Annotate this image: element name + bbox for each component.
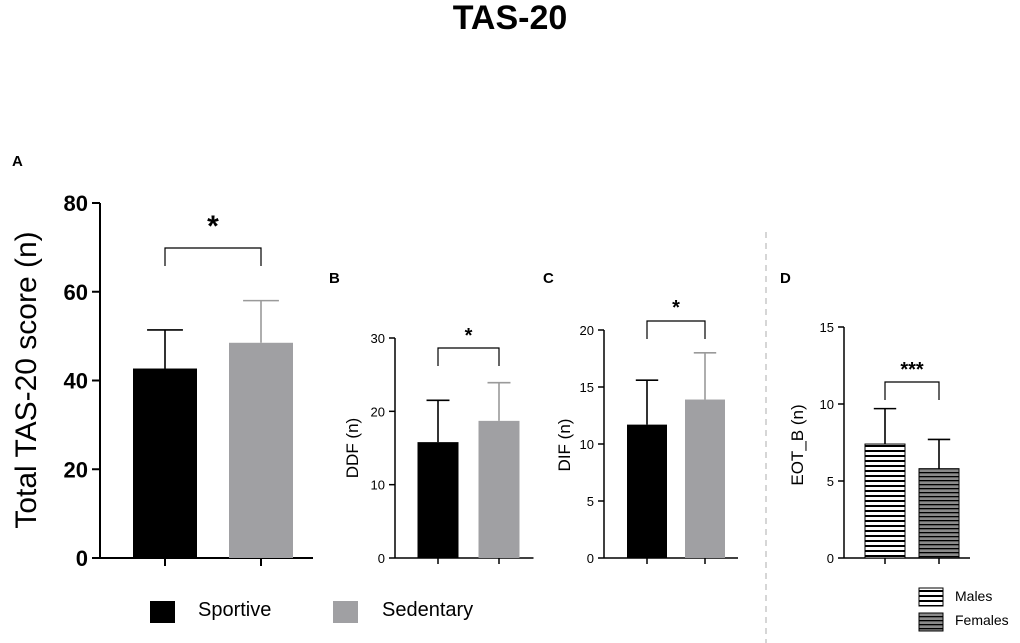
bar-sportive [133, 368, 197, 558]
bar-males [864, 443, 906, 559]
bar-sedentary [229, 342, 293, 558]
y-tick-label: 5 [587, 494, 594, 509]
bar-sportive [627, 424, 667, 558]
y-axis-label: DIF (n) [555, 419, 574, 472]
y-tick-label: 0 [378, 551, 385, 566]
significance-bracket [164, 247, 262, 266]
y-tick-label: 15 [820, 320, 834, 335]
panel-letter: A [12, 153, 23, 170]
y-tick-label: 20 [371, 404, 385, 419]
y-tick-label: 15 [580, 380, 594, 395]
legend-swatch-males [918, 587, 944, 607]
significance-label: *** [900, 359, 924, 381]
y-tick-label: 80 [64, 191, 88, 216]
y-tick-label: 0 [587, 551, 594, 566]
y-tick-label: 0 [76, 546, 88, 571]
y-tick-label: 60 [64, 280, 88, 305]
significance-bracket [437, 347, 500, 366]
chart-panels: A 0 20 40 60 80 Total TAS-20 score (n) * B 0 10 20 3… [10, 153, 970, 571]
y-axis-label: DDF (n) [343, 418, 362, 478]
bar-sedentary [685, 399, 725, 558]
y-tick-label: 10 [580, 437, 594, 452]
legend-abc: Sportive Sedentary [150, 599, 473, 623]
legend-label-sedentary: Sedentary [382, 599, 473, 621]
significance-label: * [672, 297, 680, 319]
y-tick-label: 20 [64, 457, 88, 482]
significance-label: * [207, 210, 219, 243]
significance-bracket [884, 381, 940, 400]
y-tick-label: 10 [820, 397, 834, 412]
y-tick-label: 40 [64, 369, 88, 394]
panel-letter: B [329, 270, 340, 287]
y-axis-label: EOT_B (n) [788, 404, 807, 485]
legend-swatch-females [918, 612, 944, 632]
legend-swatch-sedentary [333, 601, 358, 623]
legend-label-males: Males [955, 588, 992, 604]
panel-letter: C [543, 270, 554, 287]
panel-b: B 0 10 20 30 DDF (n) * [329, 270, 534, 566]
panel-d: D 0 5 10 15 EOT_B (n) *** [780, 270, 970, 566]
significance-bracket [646, 320, 706, 339]
panel-letter: D [780, 270, 791, 287]
figure-title: TAS-20 [453, 0, 568, 37]
y-tick-label: 0 [827, 551, 834, 566]
y-tick-label: 5 [827, 474, 834, 489]
bar-females [918, 468, 960, 559]
legend-d: Males Females [918, 587, 1009, 632]
bar-sportive [417, 442, 459, 558]
y-tick-label: 10 [371, 478, 385, 493]
legend-label-females: Females [955, 612, 1009, 628]
panel-c: C 0 5 10 15 20 DIF (n) * [543, 270, 738, 566]
bar-sedentary [478, 420, 520, 558]
legend-label-sportive: Sportive [198, 599, 271, 621]
y-tick-label: 30 [371, 331, 385, 346]
legend-swatch-sportive [150, 601, 175, 623]
significance-label: * [465, 325, 473, 347]
y-tick-label: 20 [580, 323, 594, 338]
y-axis-label: Total TAS-20 score (n) [10, 231, 43, 528]
panel-a: A 0 20 40 60 80 Total TAS-20 score (n) * [10, 153, 313, 571]
